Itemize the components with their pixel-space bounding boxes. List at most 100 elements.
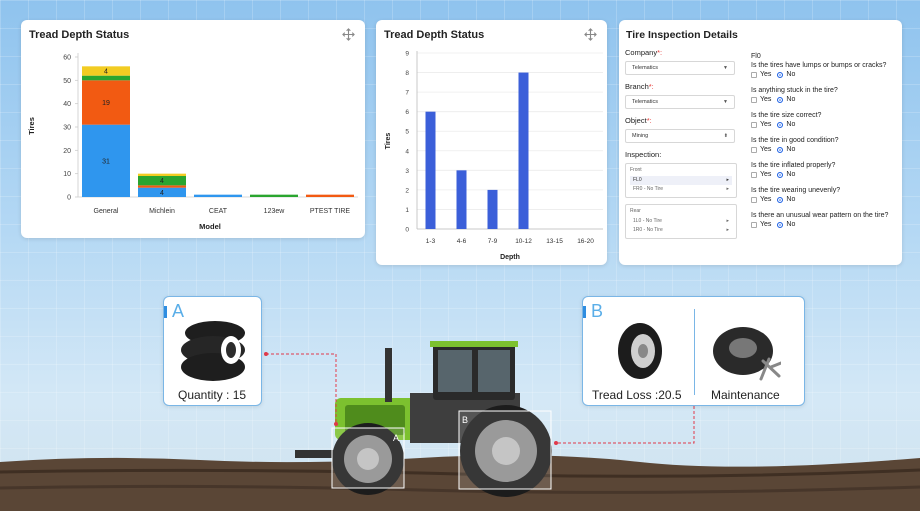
yes-label: Yes <box>760 146 772 153</box>
y-tick-label: 0 <box>405 227 409 234</box>
company-select[interactable]: Telematics ▼ <box>625 61 735 75</box>
tire-item[interactable]: 1L0 - No Tire ▸ <box>633 218 729 224</box>
bar-segment <box>306 194 354 197</box>
no-label: No <box>786 171 796 178</box>
x-tick-label: 1-3 <box>426 238 436 245</box>
tag-bar <box>583 306 586 318</box>
move-icon[interactable] <box>584 28 597 41</box>
card-title: Tread Depth Status <box>384 29 485 41</box>
data-label: 4 <box>104 69 108 76</box>
question-text: Is the tire in good condition? <box>751 137 839 144</box>
quantity-callout: A Quantity : 15 <box>163 296 262 406</box>
no-label: No <box>786 121 796 128</box>
answer-options: Yes No <box>751 221 899 228</box>
data-label: 4 <box>160 190 164 197</box>
quantity-caption: Quantity : 15 <box>178 388 247 402</box>
updown-icon: ⬍ <box>723 133 728 139</box>
tread-loss-caption: Tread Loss :20.5 <box>592 388 682 402</box>
move-icon[interactable] <box>342 28 355 41</box>
x-tick-label: 7-9 <box>488 238 498 245</box>
no-label: No <box>786 146 796 153</box>
bar-segment <box>82 75 130 81</box>
answer-options: Yes No <box>751 96 899 103</box>
y-tick-label: 0 <box>67 195 71 202</box>
x-axis-label: Model <box>199 222 221 231</box>
y-tick-label: 20 <box>63 148 71 155</box>
yes-checkbox[interactable] <box>751 121 757 128</box>
no-radio[interactable] <box>777 146 784 153</box>
yes-label: Yes <box>760 121 772 128</box>
question-text: Is anything stuck in the tire? <box>751 87 838 94</box>
x-axis-label: Depth <box>500 254 520 261</box>
y-axis-label: Tires <box>385 133 392 150</box>
bar-segment <box>138 176 186 186</box>
tire-inspection-card: Tire Inspection Details Company*: Telema… <box>619 20 902 265</box>
no-radio[interactable] <box>777 71 784 78</box>
tread-depth-by-model-card: Tread Depth Status 0 10 20 30 40 50 60 31 19 4 Gen… <box>21 20 365 238</box>
object-select[interactable]: Mining ⬍ <box>625 129 735 143</box>
yes-label: Yes <box>760 71 772 78</box>
depth-bar-chart: 0 1 2 3 4 5 6 7 8 9 1-3 4-6 7-9 10-12 13-15 16-20 Depth T… <box>385 51 603 261</box>
y-tick-label: 2 <box>405 187 409 194</box>
answer-options: Yes No <box>751 196 899 203</box>
divider <box>694 309 695 395</box>
card-title: Tire Inspection Details <box>626 29 738 41</box>
rear-tire-list: Rear 1L0 - No Tire ▸ 1R0 - No Tire ▸ <box>625 204 737 239</box>
no-radio[interactable] <box>777 171 784 178</box>
y-tick-label: 4 <box>405 148 409 155</box>
tire-stack-image <box>181 321 245 381</box>
tire-image <box>618 323 662 379</box>
branch-select[interactable]: Telematics ▼ <box>625 95 735 109</box>
rear-header: Rear <box>630 208 641 214</box>
data-label: 31 <box>102 158 110 165</box>
y-axis-label: Tires <box>27 117 36 135</box>
question-text: Is there an unusual wear pattern on the … <box>751 212 889 219</box>
company-label: Company*: <box>625 48 663 57</box>
no-radio[interactable] <box>777 196 784 203</box>
tread-maintenance-callout: B Tread Loss :20.5 Maintenance <box>582 296 805 406</box>
tire-item[interactable]: 1R0 - No Tire ▸ <box>633 227 729 233</box>
chevron-down-icon: ▼ <box>723 65 728 71</box>
no-radio[interactable] <box>777 221 784 228</box>
question-text: Is the tire wearing unevenly? <box>751 187 841 194</box>
y-tick-label: 9 <box>405 51 409 58</box>
tread-depth-by-depth-card: Tread Depth Status 0 1 2 3 4 5 6 7 8 9 1-3 4-6 7-9 10… <box>376 20 607 265</box>
inspection-form-left: Company*: Telematics ▼ Branch*: Telematic… <box>625 48 737 245</box>
bar-segment <box>138 185 186 188</box>
tire-item[interactable]: FL0 ▸ <box>630 176 732 185</box>
x-tick-label: 10-12 <box>515 238 532 245</box>
bar-segment <box>82 124 130 197</box>
bar-segment <box>194 194 242 197</box>
maintenance-image <box>713 327 781 381</box>
yes-label: Yes <box>760 171 772 178</box>
bar-segment <box>250 194 298 197</box>
yes-checkbox[interactable] <box>751 221 757 228</box>
stacked-bar-chart: 0 10 20 30 40 50 60 31 19 4 General 4 4 Michlein CEAT 1… <box>27 53 358 231</box>
bar <box>518 72 529 229</box>
y-tick-label: 3 <box>405 168 409 175</box>
x-tick-label: 123ew <box>264 208 286 215</box>
tag-bar <box>164 306 167 318</box>
yes-checkbox[interactable] <box>751 196 757 203</box>
question-text: Is the tire size correct? <box>751 112 822 119</box>
tire-item[interactable]: FR0 - No Tire ▸ <box>633 186 729 192</box>
no-radio[interactable] <box>777 121 784 128</box>
question-text: Is the tire inflated properly? <box>751 162 836 169</box>
yes-checkbox[interactable] <box>751 171 757 178</box>
maintenance-caption: Maintenance <box>711 388 780 402</box>
caret-right-icon: ▸ <box>726 218 729 224</box>
yes-checkbox[interactable] <box>751 96 757 103</box>
no-radio[interactable] <box>777 96 784 103</box>
front-header: Front <box>630 167 642 173</box>
answer-options: Yes No <box>751 121 899 128</box>
yes-checkbox[interactable] <box>751 71 757 78</box>
object-label: Object*: <box>625 116 652 125</box>
y-tick-label: 7 <box>405 90 409 97</box>
x-tick-label: 13-15 <box>546 238 563 245</box>
data-label: 4 <box>160 178 164 185</box>
card-title: Tread Depth Status <box>29 29 130 41</box>
data-label: 19 <box>102 100 110 107</box>
x-tick-label: 16-20 <box>577 238 594 245</box>
yes-checkbox[interactable] <box>751 146 757 153</box>
y-tick-label: 10 <box>63 171 71 178</box>
